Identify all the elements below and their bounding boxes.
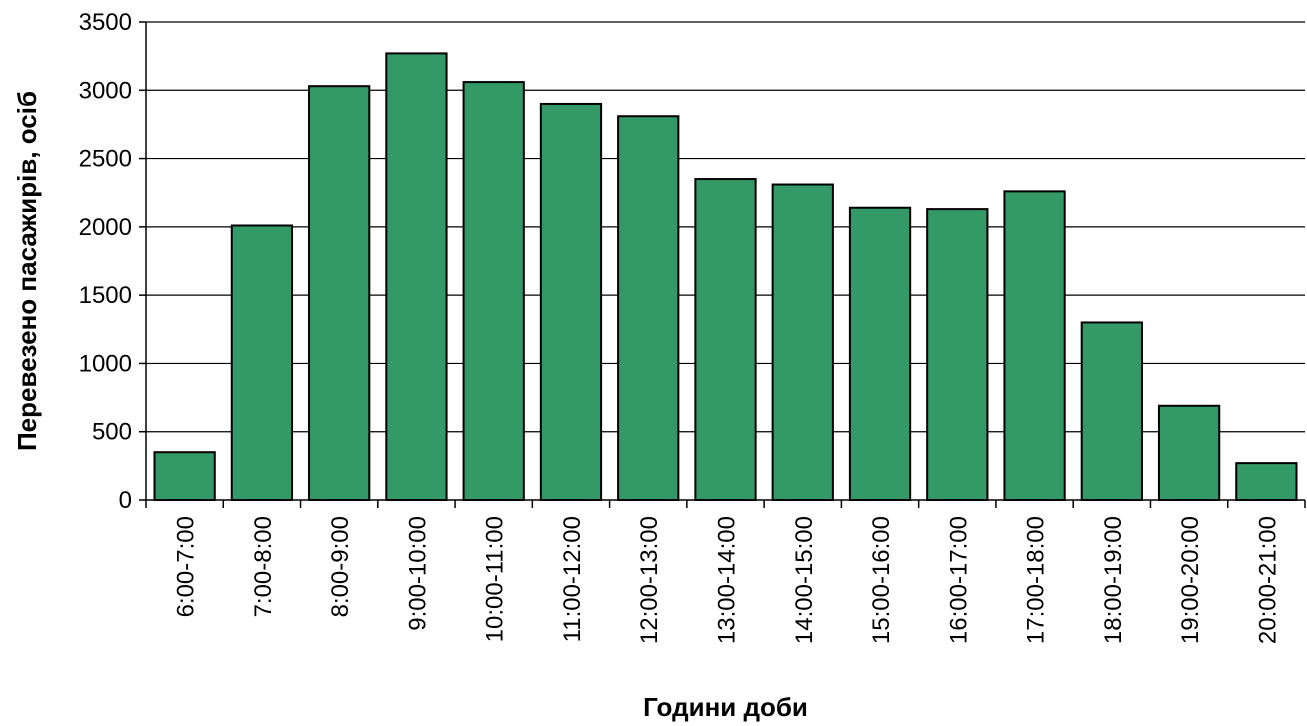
x-tick-label: 15:00-16:00 — [868, 516, 895, 644]
x-tick-label: 6:00-7:00 — [173, 516, 200, 617]
bar — [539, 102, 603, 501]
y-tick-label: 0 — [119, 487, 132, 514]
bar — [1235, 462, 1298, 501]
x-tick-label: 17:00-18:00 — [1023, 516, 1050, 644]
x-tick-labels: 6:00-7:00 7:00-8:00 8:00-9:00 9:00-10:00 10:… — [173, 516, 1282, 644]
bar — [694, 178, 757, 502]
y-tick-label: 3500 — [79, 9, 132, 36]
y-tick-labels: 0 500 1000 1500 2000 2500 3000 3500 — [79, 9, 132, 514]
x-axis-title: Години доби — [643, 692, 808, 722]
bar — [308, 85, 371, 501]
x-tick-label: 7:00-8:00 — [250, 516, 277, 617]
bars — [153, 52, 1298, 502]
bar — [1157, 404, 1221, 501]
y-tick-label: 2000 — [79, 214, 132, 241]
x-tick-label: 14:00-15:00 — [791, 516, 818, 644]
bar — [462, 81, 525, 501]
x-tick-label: 9:00-10:00 — [404, 516, 431, 631]
y-tick-label: 2500 — [79, 146, 132, 173]
x-tick-label: 12:00-13:00 — [636, 516, 663, 644]
x-tick-label: 16:00-17:00 — [945, 516, 972, 644]
x-tick-label: 11:00-12:00 — [559, 516, 586, 642]
y-tick-label: 1500 — [79, 282, 132, 309]
bar — [617, 115, 680, 501]
y-axis-title: Перевезено пасажирів, осіб — [12, 91, 42, 451]
axes — [139, 21, 1306, 508]
bar — [230, 224, 294, 501]
x-tick-label: 20:00-21:00 — [1254, 516, 1281, 644]
y-tick-label: 3000 — [79, 77, 132, 104]
bar — [848, 206, 912, 501]
bar — [385, 52, 448, 501]
x-tick-label: 19:00-20:00 — [1177, 516, 1204, 644]
bar — [1080, 321, 1143, 502]
bar — [926, 208, 989, 502]
x-tick-label: 8:00-9:00 — [327, 516, 354, 617]
y-tick-label: 500 — [92, 419, 132, 446]
bar — [153, 451, 216, 502]
bar — [771, 183, 834, 502]
x-tick-label: 10:00-11:00 — [482, 516, 509, 642]
bar — [1003, 190, 1066, 501]
x-tick-label: 13:00-14:00 — [714, 516, 741, 644]
y-tick-label: 1000 — [79, 350, 132, 377]
x-tick-label: 18:00-19:00 — [1100, 516, 1127, 644]
